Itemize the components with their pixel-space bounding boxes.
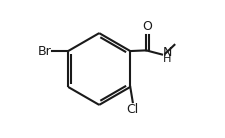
Text: Br: Br <box>38 45 51 58</box>
Text: Cl: Cl <box>126 103 138 116</box>
Text: H: H <box>162 54 171 64</box>
Text: O: O <box>142 20 152 33</box>
Text: N: N <box>162 46 172 59</box>
